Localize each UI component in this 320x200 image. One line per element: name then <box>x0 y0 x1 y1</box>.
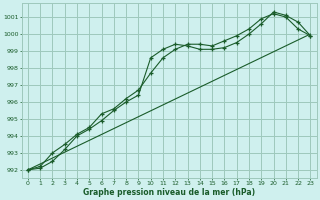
X-axis label: Graphe pression niveau de la mer (hPa): Graphe pression niveau de la mer (hPa) <box>83 188 255 197</box>
